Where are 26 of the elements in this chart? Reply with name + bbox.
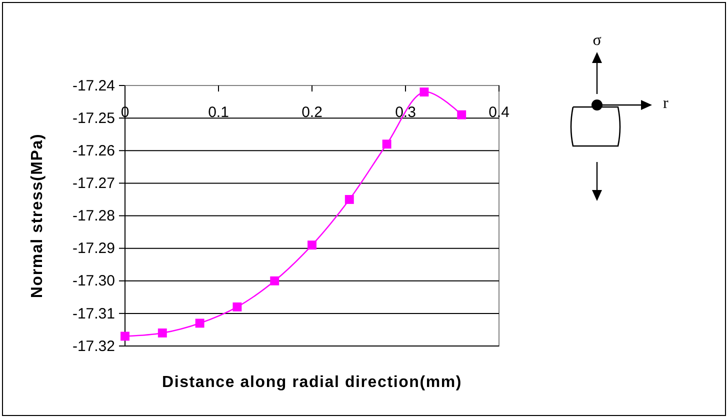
point	[195, 318, 204, 328]
point	[308, 240, 316, 250]
point	[420, 88, 429, 96]
text: σ	[592, 32, 602, 49]
y-tick-label: -17.28	[72, 208, 115, 225]
y-axis-title: Normal stress(MPa)	[29, 133, 46, 298]
text: r	[663, 95, 669, 112]
point	[270, 276, 280, 286]
y-tick-label: -17.25	[72, 110, 115, 127]
point	[232, 302, 242, 312]
y-tick-label: -17.24	[72, 77, 115, 94]
point	[457, 110, 466, 120]
y-tick-label: -17.29	[72, 240, 115, 258]
x-tick-label: 0.4	[488, 104, 510, 122]
point	[158, 328, 167, 338]
x-tick-label: 0.2	[302, 104, 322, 122]
point	[344, 194, 354, 204]
point	[120, 332, 130, 341]
y-tick-label: -17.30	[72, 272, 115, 290]
x-tick-label: 0.1	[208, 104, 229, 122]
point	[382, 140, 392, 149]
y-tick-label: -17.32	[72, 338, 115, 355]
x-axis-title: Distance along radial direction(mm)	[162, 374, 462, 391]
y-tick-label: -17.26	[72, 142, 115, 160]
y-tick-label: -17.27	[72, 174, 115, 192]
y-tick-label: -17.31	[72, 305, 115, 322]
